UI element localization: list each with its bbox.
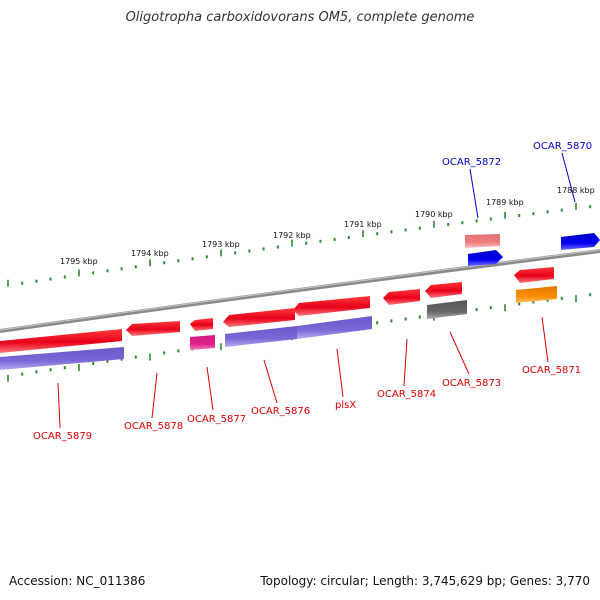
gene-feature-ocar-5877[interactable] — [190, 318, 215, 350]
gene-feature-ocar-5870[interactable] — [561, 233, 600, 250]
map-title: Oligotropha carboxidovorans OM5, complet… — [125, 10, 475, 25]
gene-feature-ocar-5878[interactable] — [126, 321, 180, 336]
scale-label-1790: 1790 kbp — [415, 210, 453, 219]
leader-line-ocar-5877 — [206, 366, 214, 411]
gene-label-ocar-5876[interactable]: OCAR_5876 — [251, 406, 310, 417]
outer-tick-ring — [7, 202, 592, 287]
gene-feature-ocar-5872[interactable] — [465, 234, 503, 266]
gene-feature-ocar-5879[interactable] — [0, 329, 124, 370]
gene-label-ocar-5872[interactable]: OCAR_5872 — [442, 157, 501, 168]
scale-label-1793: 1793 kbp — [202, 240, 240, 249]
leader-line-ocar-5879 — [57, 382, 61, 429]
gene-label-ocar-5874[interactable]: OCAR_5874 — [377, 389, 436, 400]
genome-backbone — [0, 249, 600, 333]
gene-feature-ocar-5871[interactable] — [514, 267, 557, 303]
gene-label-ocar-5879[interactable]: OCAR_5879 — [33, 431, 92, 442]
gene-label-ocar-5877[interactable]: OCAR_5877 — [187, 414, 246, 425]
leader-line-ocar-5870 — [561, 152, 576, 203]
scale-labels: 1795 kbp 1794 kbp 1793 kbp 1792 kbp 1791… — [60, 186, 595, 266]
accession-text: Accession: NC_011386 — [9, 574, 146, 588]
leader-lines — [57, 152, 576, 429]
scale-label-1794: 1794 kbp — [131, 249, 169, 258]
scale-label-1792: 1792 kbp — [273, 231, 311, 240]
leader-line-ocar-5876 — [263, 359, 278, 404]
leader-line-ocar-5872 — [469, 168, 479, 219]
gene-feature-ocar-5874[interactable] — [383, 289, 420, 305]
gene-label-ocar-5870[interactable]: OCAR_5870 — [533, 141, 592, 152]
scale-label-1795: 1795 kbp — [60, 257, 98, 266]
genome-backbone-highlight — [0, 249, 600, 331]
gene-label-ocar-5873[interactable]: OCAR_5873 — [442, 378, 501, 389]
leader-line-ocar-5873 — [449, 331, 470, 375]
leader-line-plsx — [336, 348, 344, 398]
gene-labels: OCAR_5879 OCAR_5878 OCAR_5877 OCAR_5876 … — [33, 141, 592, 442]
gene-label-plsx[interactable]: plsX — [335, 400, 356, 411]
gene-feature-ocar-5873[interactable] — [425, 282, 467, 319]
scale-label-1788: 1788 kbp — [557, 186, 595, 195]
scale-label-1789: 1789 kbp — [486, 198, 524, 207]
scale-label-1791: 1791 kbp — [344, 220, 382, 229]
gene-feature-plsx[interactable] — [293, 296, 372, 339]
gene-label-ocar-5871[interactable]: OCAR_5871 — [522, 365, 581, 376]
gene-feature-ocar-5876[interactable] — [223, 308, 297, 347]
genome-summary-text: Topology: circular; Length: 3,745,629 bp… — [260, 574, 590, 588]
gene-label-ocar-5878[interactable]: OCAR_5878 — [124, 421, 183, 432]
leader-line-ocar-5878 — [151, 372, 158, 419]
leader-line-ocar-5874 — [403, 338, 408, 387]
leader-line-ocar-5871 — [541, 316, 549, 363]
